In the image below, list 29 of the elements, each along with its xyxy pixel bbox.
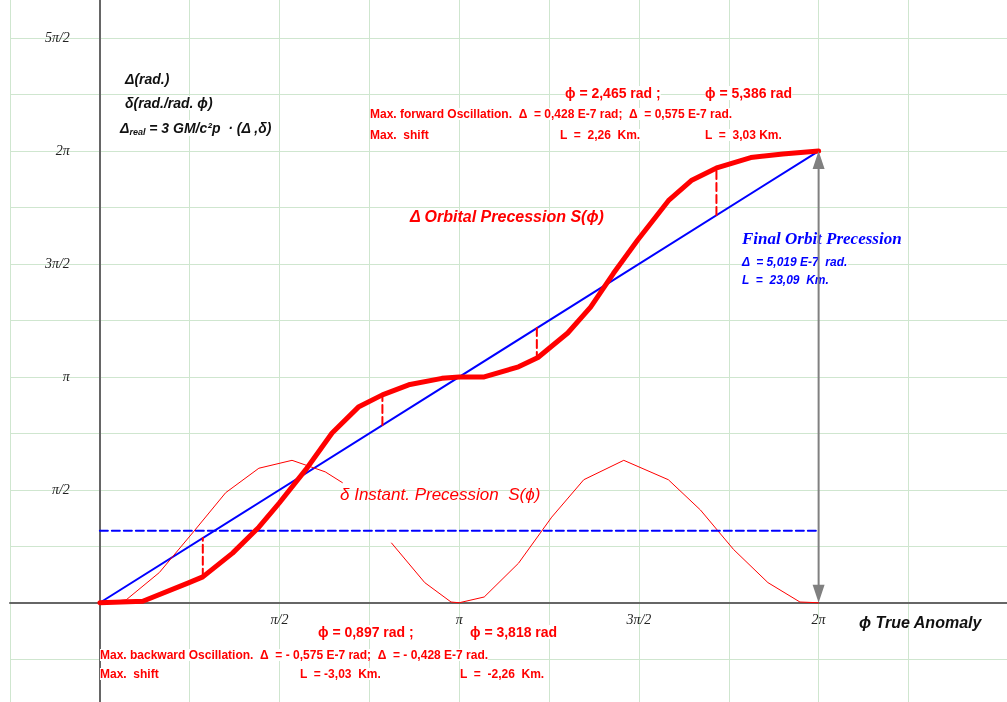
annotation: ϕ = 0,897 rad ; [318,624,414,640]
annotation: L = 3,03 Km. [705,128,782,142]
annotation: Max. forward Oscillation. Δ = 0,428 E-7 rad; Δ = 0,575 E-7 rad. [370,107,733,121]
annotation: L = 23,09 Km. [742,273,829,287]
y-tick-label: 3π/2 [43,256,70,272]
annotation: Max. shift [370,128,429,142]
annotation: Δ(rad.) [124,71,170,87]
y-tick-label: π/2 [51,482,70,498]
annotation: ϕ = 5,386 rad [705,85,793,101]
annotation: L = -3,03 Km. [300,667,381,681]
y-tick-label: 5π/2 [44,30,70,46]
x-tick-label: 3π/2 [625,612,652,628]
annotation: Max. shift [100,667,159,681]
y-tick-label: π [62,369,71,385]
annotation: Δ = 5,019 E-7 rad. [741,255,848,269]
annotation: L = -2,26 Km. [460,667,545,681]
annotation: Max. backward Oscillation. Δ = - 0,575 E-7 rad; Δ = - 0,428 E-7 rad. [100,648,489,662]
annotation: L = 2,26 Km. [560,128,641,142]
text: Δ Orbital Precession S(ϕ) [409,207,604,225]
x-tick-label: π/2 [270,612,289,628]
annotation: Final Orbit Precession [741,229,902,248]
x-axis-title: ϕ True Anomaly [859,614,983,632]
y-tick-label: 2π [55,143,71,159]
annotation: ϕ = 3,818 rad [470,624,558,640]
annotation: ϕ = 2,465 rad ; [565,85,661,101]
series-label: δ Instant. Precession S(ϕ) [340,485,541,504]
x-tick-label: π [455,612,464,628]
x-tick-label: 2π [811,612,827,628]
annotation: δ(rad./rad. ϕ) [125,95,213,111]
